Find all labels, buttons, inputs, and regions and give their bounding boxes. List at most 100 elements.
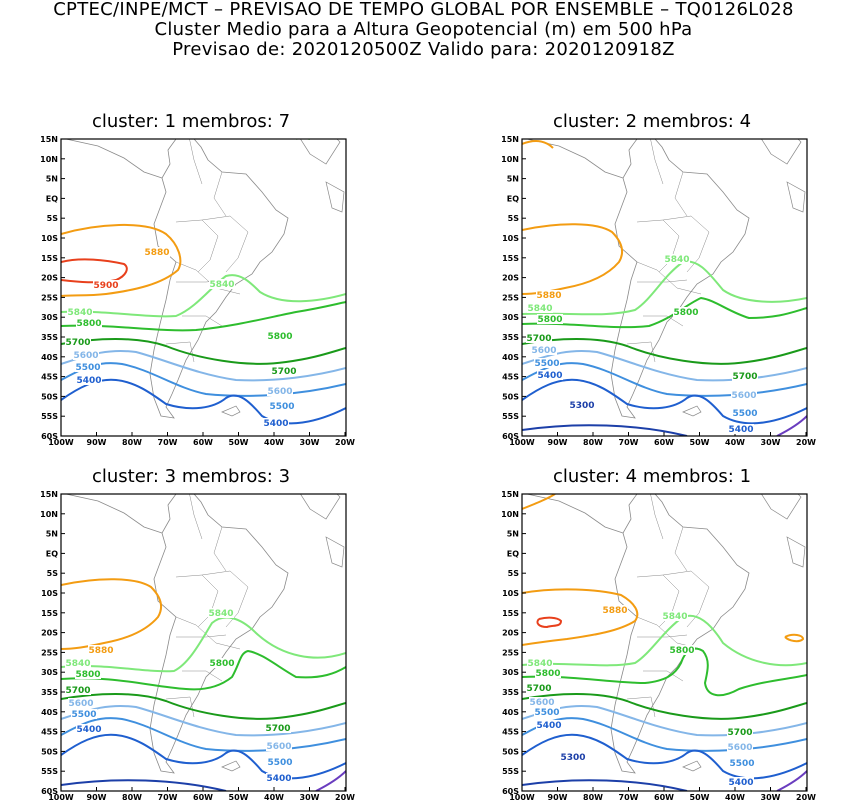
contour-label: 5840 — [662, 612, 687, 622]
contour-label: 5600 — [73, 351, 98, 361]
contour-label-background — [76, 318, 102, 328]
lat-tick-label: EQ — [507, 194, 519, 203]
contour-line-5700 — [61, 338, 346, 365]
contour-line-5300 — [522, 779, 688, 791]
contour-label: 5700 — [265, 724, 290, 734]
lat-tick-label: 15N — [40, 135, 58, 144]
lon-tick-label: 60W — [193, 438, 213, 447]
lat-tick-label: 15S — [41, 254, 58, 263]
panel-title: cluster: 1 membros: 7 — [91, 111, 291, 132]
header-line-2: Cluster Medio para a Altura Geopotencial… — [154, 19, 693, 40]
contour-label: 5700 — [732, 372, 757, 382]
lat-tick-label: 35S — [41, 333, 58, 342]
panel-title: cluster: 4 membros: 1 — [552, 466, 752, 487]
contour-label-background — [209, 279, 235, 289]
island-coastline — [682, 760, 702, 772]
map-plot: 15N 10N 5N EQ 5S 10S 15S 20S 25S 30S 35S 40S 45S 50S 5… — [501, 490, 816, 802]
lon-tick-label: 20W — [796, 793, 816, 802]
contour-line-5800 — [522, 647, 807, 697]
contour-label-background — [662, 611, 688, 621]
lon-tick-label: 40W — [725, 793, 745, 802]
contour-label: 5840 — [67, 308, 92, 318]
ocean-background — [522, 494, 807, 791]
lon-tick-label: 40W — [264, 438, 284, 447]
contour-label-background — [73, 350, 99, 360]
lat-tick-label: 45S — [41, 728, 58, 737]
contour-label-background — [536, 720, 562, 730]
contour-line-5200 — [315, 770, 346, 791]
map-layer — [61, 494, 346, 791]
contour-label-background — [728, 424, 754, 434]
panel-title: cluster: 3 membros: 3 — [91, 466, 291, 487]
contour-label: 5700 — [727, 728, 752, 738]
contour-label: 5700 — [271, 367, 296, 377]
contour-line-5600 — [61, 349, 346, 382]
contour-line-5300 — [522, 424, 688, 436]
island-coastline — [300, 139, 341, 165]
lat-tick-label: 30S — [41, 668, 58, 677]
contour-label-background — [88, 645, 114, 655]
contour-label: 5700 — [65, 686, 90, 696]
contour-label: 5840 — [527, 304, 552, 314]
lon-tick-label: 100W — [509, 793, 535, 802]
contour-label: 5400 — [728, 778, 753, 788]
contour-line-5880 — [522, 494, 556, 510]
island-coastline — [761, 494, 802, 520]
island-coastline — [300, 494, 341, 520]
lon-tick-label: 70W — [158, 438, 178, 447]
lon-tick-label: 60W — [654, 438, 674, 447]
contour-line-5800 — [522, 296, 807, 329]
south-america-coastline — [610, 139, 750, 419]
lat-tick-label: 15N — [40, 490, 58, 499]
contour-label: 5800 — [669, 646, 694, 656]
contour-label: 5800 — [75, 670, 100, 680]
country-border — [189, 494, 203, 540]
lat-tick-label: 35S — [502, 333, 519, 342]
contour-label-background — [65, 685, 91, 695]
map-plot: 15N 10N 5N EQ 5S 10S 15S 20S 25S 30S 35S 40S 45S 50S 5… — [501, 135, 816, 447]
island-coastline — [325, 536, 345, 568]
contour-label-background — [529, 697, 555, 707]
contour-label: 5400 — [537, 371, 562, 381]
contour-label-background — [271, 366, 297, 376]
contour-label: 5840 — [208, 609, 233, 619]
panel-cluster-3: cluster: 3 membros: 3 15N 10N 5N EQ 5S 10S 15S… — [26, 466, 356, 803]
contour-label: 5700 — [65, 338, 90, 348]
lat-tick-label: EQ — [46, 194, 58, 203]
contour-label: 5500 — [732, 409, 757, 419]
header-line-3: Previsao de: 2020120500Z Valido para: 20… — [172, 39, 675, 60]
contour-label-background — [560, 752, 586, 762]
contour-label-background — [535, 668, 561, 678]
panel-title: cluster: 2 membros: 4 — [552, 111, 752, 132]
country-border — [662, 570, 710, 628]
contour-line-5600 — [522, 349, 807, 382]
contour-label: 5600 — [727, 743, 752, 753]
lon-tick-label: 100W — [48, 438, 74, 447]
lat-tick-label: 5S — [47, 214, 59, 223]
contour-label: 5700 — [526, 684, 551, 694]
contour-label: 5600 — [267, 387, 292, 397]
lat-tick-label: 20S — [41, 274, 58, 283]
lat-tick-label: 40S — [41, 353, 58, 362]
contour-label-background — [75, 362, 101, 372]
lon-tick-label: 70W — [619, 438, 639, 447]
lat-tick-label: 5N — [46, 175, 58, 184]
contour-label: 5880 — [144, 248, 169, 258]
contour-label: 5800 — [76, 319, 101, 329]
lat-tick-label: 15N — [501, 490, 519, 499]
contour-label-background — [75, 669, 101, 679]
contour-label-background — [209, 658, 235, 668]
header-line-1: CPTEC/INPE/MCT – PREVISAO DE TEMPO GLOBA… — [53, 0, 794, 20]
contour-label-background — [728, 777, 754, 787]
contour-label: 5840 — [664, 255, 689, 265]
lat-tick-label: 25S — [41, 293, 58, 302]
lon-tick-label: 30W — [761, 438, 781, 447]
contour-label-background — [673, 307, 699, 317]
contour-line-5880 — [522, 140, 554, 149]
contour-label: 5300 — [560, 753, 585, 763]
lat-tick-label: 50S — [502, 392, 519, 401]
contour-label-background — [267, 386, 293, 396]
contour-label-background — [534, 358, 560, 368]
contour-label-background — [65, 658, 91, 668]
contour-label: 5880 — [88, 646, 113, 656]
